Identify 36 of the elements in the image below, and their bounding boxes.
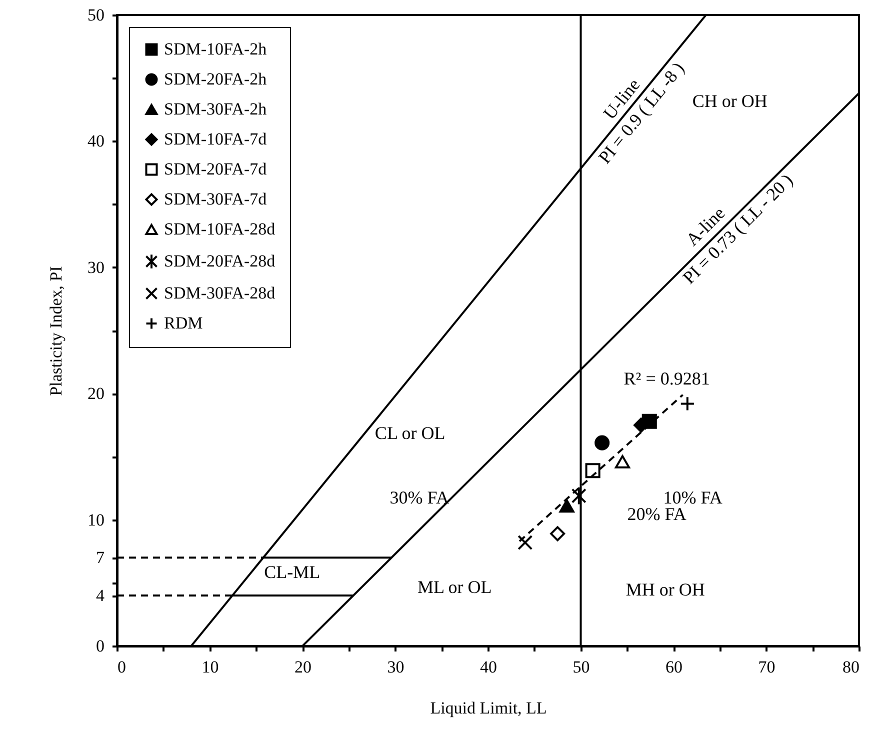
legend-label: SDM-10FA-28d: [164, 220, 276, 238]
y-tick-label: 20: [88, 384, 104, 404]
y-axis-title: Plasticity Index, PI: [46, 266, 66, 396]
legend-label: SDM-20FA-28d: [164, 252, 276, 270]
x-tick-label: 10: [202, 658, 219, 676]
x-tick-label: 0: [118, 658, 126, 676]
legend-label: SDM-30FA-28d: [164, 284, 276, 302]
y-tick-label: 50: [88, 6, 104, 24]
y-tick-label: 7: [96, 548, 105, 568]
y-tick-label: 10: [88, 510, 104, 530]
x-tick-label: 50: [572, 658, 590, 676]
legend-label: RDM: [164, 314, 203, 332]
y-tick-label: 0: [96, 636, 104, 656]
y-tick-label: 30: [88, 258, 104, 277]
x-tick-label: 40: [480, 658, 497, 676]
x-tick-label: 70: [758, 658, 776, 676]
x-tick-label: 60: [666, 658, 682, 676]
annotation: MH or OH: [626, 579, 705, 600]
annotation: CH or OH: [692, 91, 768, 112]
y-tick-label: 40: [88, 132, 104, 151]
annotation: 30% FA: [390, 487, 449, 508]
annotation: CL-ML: [264, 562, 320, 582]
annotation: ML or OL: [417, 576, 492, 597]
legend-label: SDM-20FA-7d: [164, 160, 268, 178]
x-tick-label: 30: [387, 658, 404, 676]
legend-label: SDM-10FA-2h: [164, 40, 268, 58]
legend-label: SDM-30FA-7d: [164, 190, 268, 208]
x-axis-title: Liquid Limit, LL: [430, 698, 547, 718]
annotation: R² = 0.9281: [624, 368, 710, 389]
x-tick-label: 80: [842, 658, 860, 676]
y-tick-label: 4: [96, 586, 105, 606]
legend-label: SDM-20FA-2h: [164, 70, 268, 88]
annotation: CL or OL: [374, 422, 446, 443]
x-tick-label: 20: [294, 658, 312, 676]
legend-label: SDM-30FA-2h: [164, 100, 268, 118]
legend-label: SDM-10FA-7d: [164, 130, 268, 148]
